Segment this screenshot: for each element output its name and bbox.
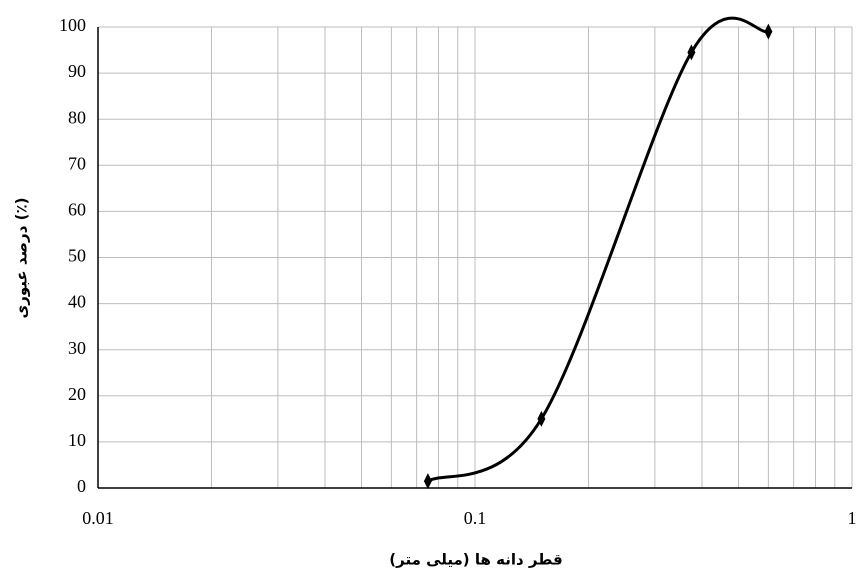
x-tick-label: 0.01 [82,508,114,528]
x-axis-title: قطر دانه ها (میلی متر) [389,551,562,569]
data-point [423,473,432,490]
data-point [537,410,546,427]
x-tick-label: 0.1 [464,508,487,528]
y-tick-label: 80 [68,107,86,127]
y-axis-title: درصد عبوری (٪) [13,198,31,319]
data-line [427,16,769,483]
y-tick-label: 50 [68,246,86,266]
x-tick-label: 1 [848,508,857,528]
y-tick-label: 90 [68,61,86,81]
y-tick-label: 20 [68,384,86,404]
y-tick-label: 10 [68,430,86,450]
data-point [687,44,696,61]
y-tick-label: 60 [68,200,86,220]
data-point [764,23,773,40]
y-tick-label: 100 [59,15,86,35]
y-tick-label: 70 [68,153,86,173]
y-tick-label: 0 [77,476,86,496]
y-tick-label: 30 [68,338,86,358]
y-tick-label: 40 [68,292,86,312]
